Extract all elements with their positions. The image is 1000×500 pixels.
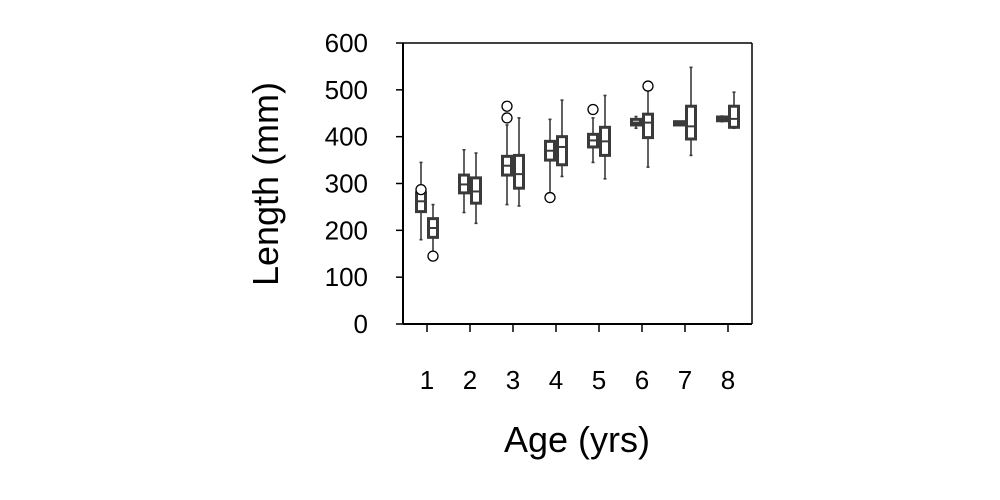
y-tick-label: 100 (325, 262, 368, 292)
box-group (544, 118, 556, 204)
box-group (556, 99, 568, 178)
y-tick-label: 400 (325, 122, 368, 152)
x-axis-label: Age (yrs) (504, 419, 650, 460)
outlier-point (427, 250, 439, 262)
box (642, 112, 654, 140)
y-tick-label: 500 (325, 75, 368, 105)
outlier-point (642, 80, 654, 92)
box-group (599, 94, 611, 180)
x-tick-label: 2 (463, 365, 477, 395)
box (685, 104, 697, 141)
outlier-point (501, 100, 513, 112)
box (728, 104, 740, 129)
box-group (458, 148, 470, 214)
box-group (470, 152, 482, 225)
y-tick-label: 0 (354, 309, 368, 339)
outlier-point (587, 103, 599, 116)
x-tick-label: 4 (549, 365, 563, 395)
x-tick-label: 7 (678, 365, 692, 395)
outlier-point (544, 191, 556, 204)
y-tick-label: 300 (325, 169, 368, 199)
y-tick-label: 200 (325, 215, 368, 245)
plot-area (402, 42, 753, 325)
box-group (501, 100, 513, 206)
box-group (673, 120, 685, 127)
box (513, 153, 525, 190)
box-group (427, 203, 439, 262)
y-axis-label: Length (mm) (245, 82, 286, 286)
x-tick-label: 5 (592, 365, 606, 395)
box-group (642, 80, 654, 168)
x-tick-label: 3 (506, 365, 520, 395)
box-marks (415, 66, 740, 262)
x-tick-label: 8 (721, 365, 735, 395)
box-group (685, 66, 697, 157)
box-group (415, 161, 427, 241)
y-axis-ticks: 0 100 200 300 400 500 600 (325, 28, 403, 339)
box-group (513, 117, 525, 207)
x-tick-label: 6 (635, 365, 649, 395)
outlier-point (501, 112, 513, 124)
box (556, 135, 568, 167)
box-group (716, 115, 728, 123)
box-group (728, 91, 740, 130)
x-tick-label: 1 (420, 365, 434, 395)
outlier-point (415, 183, 427, 196)
y-tick-label: 600 (325, 28, 368, 58)
box-group (587, 103, 599, 164)
box-group (630, 115, 642, 130)
